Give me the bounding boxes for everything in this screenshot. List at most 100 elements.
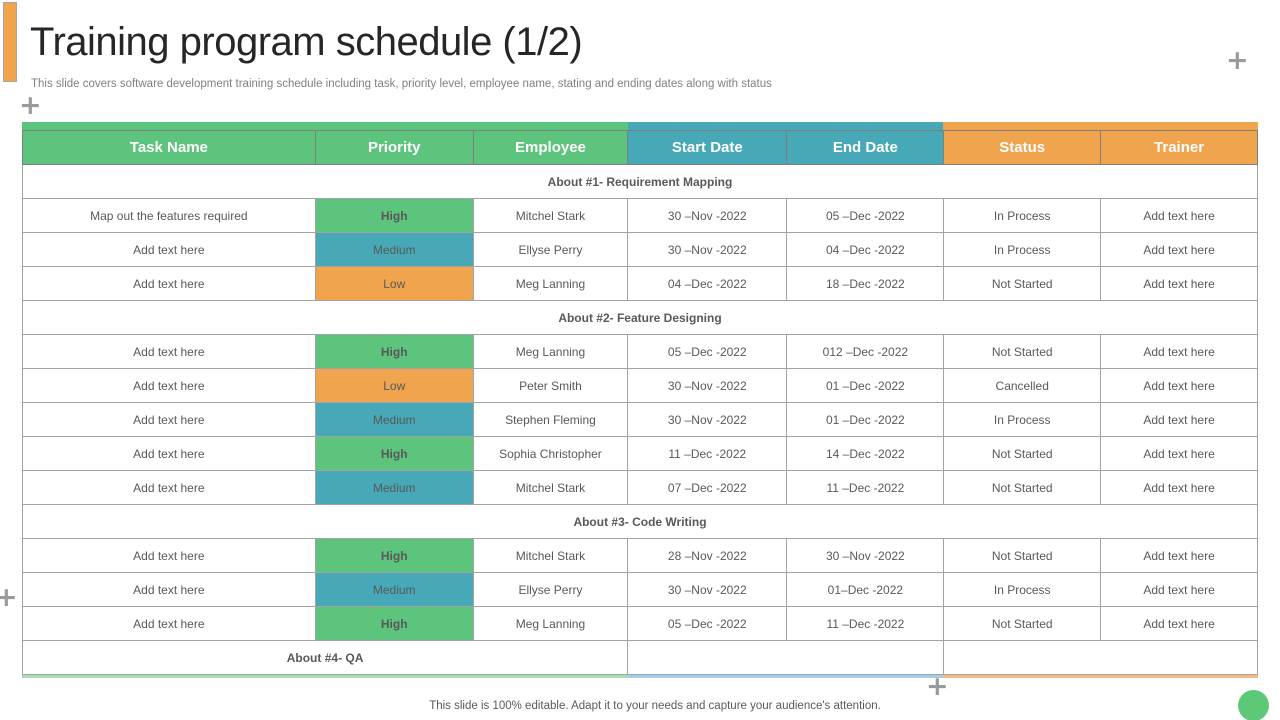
column-header-task-name: Task Name — [22, 130, 316, 165]
priority-badge: Medium — [314, 470, 474, 505]
employee-cell: Meg Lanning — [472, 266, 629, 301]
status-cell: In Process — [943, 198, 1102, 233]
employee-cell: Mitchel Stark — [472, 470, 629, 505]
employee-cell: Peter Smith — [472, 368, 629, 403]
plus-icon-bottom-center[interactable]: + — [926, 671, 949, 702]
table-header: Task Name Priority Employee Start Date End D… — [22, 130, 1258, 165]
table-body: About #1- Requirement Mapping Map out the… — [21, 164, 1258, 675]
start-date-cell: 05 –Dec -2022 — [627, 334, 788, 369]
end-date-cell: 01 –Dec -2022 — [786, 368, 945, 403]
employee-cell: Ellyse Perry — [472, 232, 629, 267]
accent-bar — [3, 2, 17, 82]
bottom-accent-orange — [942, 675, 1258, 678]
trainer-cell[interactable]: Add text here — [1100, 368, 1258, 403]
start-date-cell: 30 –Nov -2022 — [627, 368, 788, 403]
trainer-cell[interactable]: Add text here — [1100, 198, 1258, 233]
plus-icon-upper-left[interactable]: + — [19, 90, 42, 121]
section-row: About #3- Code Writing — [22, 504, 1258, 539]
table-row: Add text here High Sophia Christopher 11 –D… — [22, 436, 1258, 471]
trainer-cell[interactable]: Add text here — [1100, 402, 1258, 437]
top-accent-green — [22, 122, 628, 130]
task-cell[interactable]: Add text here — [22, 266, 316, 301]
priority-badge: Low — [314, 368, 474, 403]
task-cell: Map out the features required — [22, 198, 316, 233]
task-cell[interactable]: Add text here — [22, 368, 316, 403]
task-cell[interactable]: Add text here — [22, 334, 316, 369]
section-title: About #2- Feature Designing — [22, 300, 1258, 335]
status-cell: In Process — [943, 232, 1102, 267]
top-accent-teal — [627, 122, 943, 130]
end-date-cell: 01 –Dec -2022 — [786, 402, 945, 437]
table-row: Add text here High Mitchel Stark 28 –Nov -2… — [22, 538, 1258, 573]
table-bottom-accent — [22, 675, 1258, 678]
end-date-cell: 04 –Dec -2022 — [786, 232, 945, 267]
table-row: Add text here High Meg Lanning 05 –Dec -202… — [22, 606, 1258, 641]
start-date-cell: 30 –Nov -2022 — [627, 232, 788, 267]
plus-icon-lower-left[interactable]: + — [0, 582, 18, 613]
trainer-cell[interactable]: Add text here — [1100, 232, 1258, 267]
task-cell[interactable]: Add text here — [22, 232, 316, 267]
header-row: Task Name Priority Employee Start Date End D… — [22, 130, 1258, 165]
end-date-cell: 18 –Dec -2022 — [786, 266, 945, 301]
table-row: Add text here Medium Ellyse Perry 30 –Nov -… — [22, 572, 1258, 607]
status-cell: Not Started — [943, 436, 1102, 471]
table-row: Add text here Medium Mitchel Stark 07 –Dec … — [22, 470, 1258, 505]
task-cell[interactable]: Add text here — [22, 606, 316, 641]
column-header-employee: Employee — [472, 130, 629, 165]
start-date-cell: 30 –Nov -2022 — [627, 572, 788, 607]
priority-badge: High — [314, 436, 474, 471]
priority-badge: High — [314, 334, 474, 369]
column-header-priority: Priority — [314, 130, 474, 165]
status-cell: In Process — [943, 402, 1102, 437]
section-title: About #3- Code Writing — [22, 504, 1258, 539]
column-header-end-date: End Date — [786, 130, 945, 165]
task-cell[interactable]: Add text here — [22, 572, 316, 607]
column-header-status: Status — [943, 130, 1102, 165]
task-cell[interactable]: Add text here — [22, 436, 316, 471]
table-row: Add text here Medium Ellyse Perry 30 –Nov -… — [22, 232, 1258, 267]
priority-badge: Low — [314, 266, 474, 301]
priority-badge: Medium — [314, 572, 474, 607]
start-date-cell: 30 –Nov -2022 — [627, 402, 788, 437]
priority-badge: High — [314, 198, 474, 233]
table-row: Add text here High Meg Lanning 05 –Dec -202… — [22, 334, 1258, 369]
task-cell[interactable]: Add text here — [22, 402, 316, 437]
section-row: About #4- QA — [21, 640, 1258, 675]
end-date-cell: 14 –Dec -2022 — [786, 436, 945, 471]
priority-badge: High — [314, 606, 474, 641]
table-row: Add text here Low Meg Lanning 04 –Dec -2022… — [22, 266, 1258, 301]
employee-cell: Sophia Christopher — [472, 436, 629, 471]
trainer-cell[interactable]: Add text here — [1100, 334, 1258, 369]
employee-cell: Stephen Fleming — [472, 402, 629, 437]
end-date-cell: 11 –Dec -2022 — [786, 606, 945, 641]
start-date-cell: 30 –Nov -2022 — [627, 198, 788, 233]
footer-note: This slide is 100% editable. Adapt it to… — [429, 700, 881, 712]
end-date-cell: 11 –Dec -2022 — [786, 470, 945, 505]
slide-subtitle: This slide covers software development t… — [31, 78, 772, 90]
trainer-cell[interactable]: Add text here — [1100, 538, 1258, 573]
section-row: About #2- Feature Designing — [22, 300, 1258, 335]
table-row: Add text here Medium Stephen Fleming 30 –No… — [22, 402, 1258, 437]
task-cell[interactable]: Add text here — [22, 538, 316, 573]
schedule-table: Task Name Priority Employee Start Date End D… — [21, 122, 1258, 678]
status-cell: Not Started — [943, 470, 1102, 505]
trainer-cell[interactable]: Add text here — [1100, 572, 1258, 607]
trainer-cell[interactable]: Add text here — [1100, 470, 1258, 505]
section-row: About #1- Requirement Mapping — [22, 164, 1258, 199]
trainer-cell[interactable]: Add text here — [1100, 266, 1258, 301]
status-cell: In Process — [943, 572, 1102, 607]
trainer-cell[interactable]: Add text here — [1100, 436, 1258, 471]
start-date-cell: 04 –Dec -2022 — [627, 266, 788, 301]
section-title: About #1- Requirement Mapping — [22, 164, 1258, 199]
employee-cell: Mitchel Stark — [472, 198, 629, 233]
task-cell[interactable]: Add text here — [22, 470, 316, 505]
trainer-cell[interactable]: Add text here — [1100, 606, 1258, 641]
table-row: Add text here Low Peter Smith 30 –Nov -2022… — [22, 368, 1258, 403]
section-empty-cell — [627, 640, 945, 675]
column-header-trainer: Trainer — [1100, 130, 1258, 165]
plus-icon-top-right[interactable]: + — [1226, 45, 1249, 76]
status-cell: Not Started — [943, 606, 1102, 641]
top-accent-orange — [942, 122, 1258, 130]
green-dot — [1238, 690, 1269, 720]
